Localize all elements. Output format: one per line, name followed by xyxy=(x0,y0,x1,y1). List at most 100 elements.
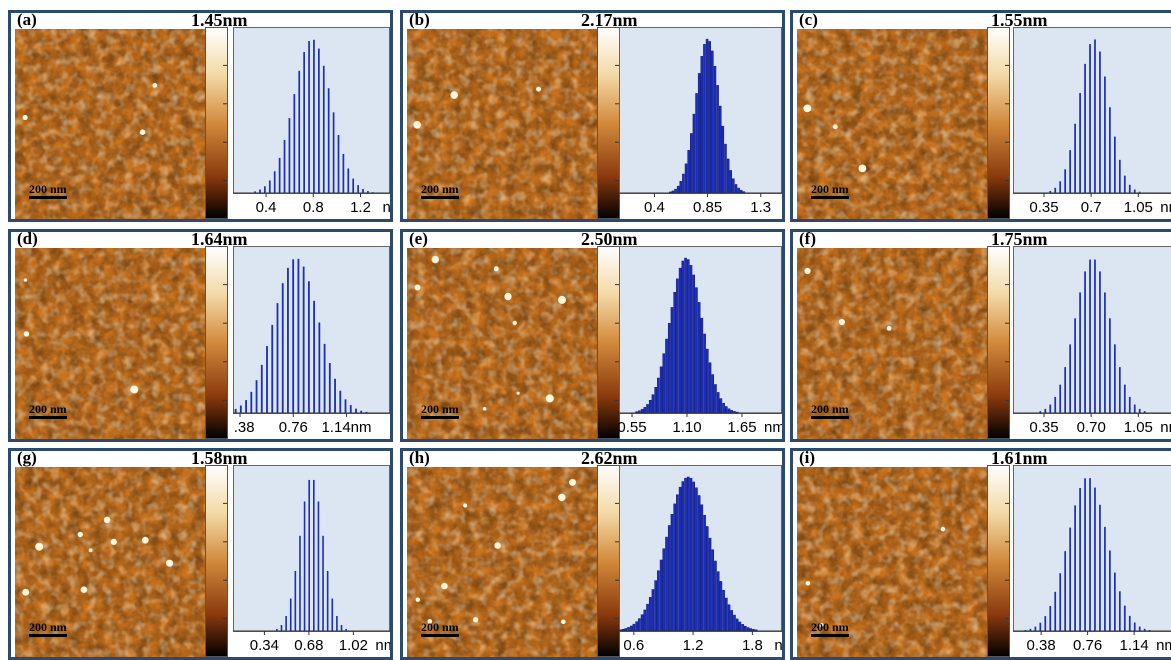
histogram-bar xyxy=(290,599,292,631)
histogram-bar xyxy=(709,363,711,413)
scale-bar: 200 nm xyxy=(811,403,849,419)
histogram-bar xyxy=(703,44,705,193)
x-tick-label: 1.65 xyxy=(727,419,756,436)
histogram-bar xyxy=(292,259,294,413)
histogram-bar xyxy=(1089,44,1091,193)
x-tick-label: 0.85 xyxy=(693,199,722,216)
histogram-bar xyxy=(732,179,734,193)
histogram-bar xyxy=(674,292,676,413)
histogram-bar xyxy=(341,625,343,631)
histogram-bar xyxy=(725,407,727,413)
histogram-bar xyxy=(660,367,662,413)
height-distribution-histogram: 0.340.681.02nm xyxy=(233,465,390,657)
histogram-bar xyxy=(714,384,716,413)
scale-bar-line xyxy=(421,196,459,199)
scale-bar: 200 nm xyxy=(421,183,459,199)
height-distribution-histogram: 0.61.21.8nm xyxy=(619,465,782,657)
histogram-bar xyxy=(747,628,749,631)
histogram-bar xyxy=(717,85,719,193)
histogram-bar xyxy=(328,88,330,193)
histogram-bar xyxy=(727,159,729,193)
histogram-bar xyxy=(331,599,333,631)
histogram-bar xyxy=(679,487,681,631)
scale-bar-label: 200 nm xyxy=(29,183,67,195)
histogram-bar xyxy=(690,265,692,413)
histogram-bar xyxy=(665,537,667,631)
scale-bar: 200 nm xyxy=(29,403,67,419)
histogram-bar xyxy=(308,41,310,193)
x-tick-label: 0.70 xyxy=(1077,419,1106,436)
panel-label: (g) xyxy=(17,448,37,468)
histogram-bar xyxy=(720,581,722,631)
histogram-bar xyxy=(712,550,714,631)
scale-bar: 200 nm xyxy=(29,621,67,637)
histogram-bar xyxy=(655,387,657,413)
x-tick-label: 0.38 xyxy=(1026,637,1055,654)
histogram-bar xyxy=(308,480,310,631)
histogram-bar xyxy=(709,41,711,193)
scale-bar-label: 200 nm xyxy=(811,183,849,195)
x-axis-unit: nm xyxy=(764,419,782,436)
histogram-bar xyxy=(1049,606,1051,631)
scale-bar-line xyxy=(811,196,849,199)
histogram-bar xyxy=(701,505,703,631)
histogram-bar xyxy=(1059,181,1061,193)
histogram-bar xyxy=(324,344,326,413)
histogram-bar xyxy=(690,478,692,631)
x-tick-label: 0.34 xyxy=(250,637,279,654)
x-tick-label: 0.55 xyxy=(619,419,647,436)
height-color-scale xyxy=(987,465,1011,657)
histogram-bar xyxy=(261,365,263,413)
scale-bar-label: 200 nm xyxy=(29,403,67,415)
histogram-bar xyxy=(698,495,700,631)
scale-bar: 200 nm xyxy=(421,621,459,637)
histogram-bar xyxy=(293,94,295,193)
histogram-bar xyxy=(338,135,340,193)
histogram-bar xyxy=(709,538,711,631)
histogram-bar xyxy=(329,363,331,413)
histogram-bar xyxy=(641,615,643,631)
histogram-bar xyxy=(298,71,300,193)
histogram-bar xyxy=(333,112,335,193)
histogram-bar xyxy=(1054,188,1056,193)
histogram-bar xyxy=(1129,616,1131,631)
height-distribution-histogram: 0.350.701.05nm xyxy=(1013,246,1171,439)
histogram-bar xyxy=(706,39,708,193)
histogram-bar xyxy=(685,164,687,193)
histogram-bar xyxy=(706,349,708,413)
histogram-bar xyxy=(712,375,714,413)
histogram-bar xyxy=(264,186,266,193)
histogram-bar xyxy=(660,560,662,631)
height-color-scale xyxy=(987,246,1011,439)
histogram-bar xyxy=(724,144,726,193)
histogram-bar xyxy=(1104,292,1106,413)
histogram-bar xyxy=(1114,344,1116,413)
histogram-bar xyxy=(668,323,670,413)
histogram-bar xyxy=(266,346,268,413)
histogram-bar xyxy=(688,150,690,193)
histogram-bar xyxy=(704,334,706,413)
panel-label: (a) xyxy=(17,10,37,30)
histogram-bar xyxy=(1094,260,1096,413)
histogram-bar xyxy=(687,477,689,631)
histogram-bar xyxy=(1124,385,1126,413)
histogram-bar xyxy=(1074,124,1076,193)
height-distribution-histogram: 0.350.71.05nm xyxy=(1013,27,1171,219)
histogram-bar xyxy=(1134,405,1136,413)
histogram-bar xyxy=(657,571,659,631)
scale-bar-line xyxy=(811,634,849,637)
histogram-bar xyxy=(698,302,700,413)
histogram-bar xyxy=(674,504,676,631)
histogram-bar xyxy=(649,597,651,631)
histogram-bar xyxy=(1114,573,1116,631)
histogram-bar xyxy=(701,56,703,193)
x-axis-unit: nm xyxy=(375,637,390,654)
histogram-bar xyxy=(289,118,291,193)
x-axis-unit: nm xyxy=(774,637,782,654)
histogram-bar xyxy=(682,174,684,193)
histogram-bar xyxy=(1079,93,1081,193)
height-distribution-histogram: 0.380.761.14nm xyxy=(1013,465,1171,657)
